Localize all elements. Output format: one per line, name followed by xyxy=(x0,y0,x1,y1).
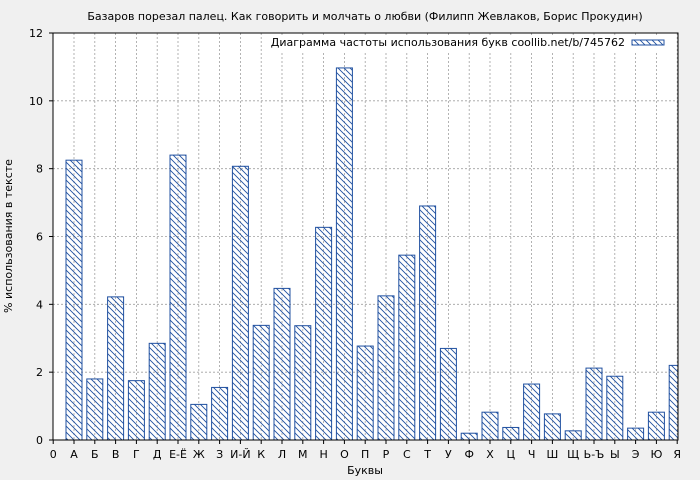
y-tick-label: 12 xyxy=(29,27,43,40)
bar-Ч xyxy=(523,383,541,441)
x-tick-label: С xyxy=(403,448,411,461)
bar-М xyxy=(294,325,312,441)
x-tick-label: Щ xyxy=(567,448,579,461)
x-tick-label: Д xyxy=(153,448,162,461)
bar-В xyxy=(107,296,125,441)
x-tick-label: З xyxy=(216,448,223,461)
y-tick-label: 10 xyxy=(29,95,43,108)
legend-background xyxy=(280,35,676,51)
bar-Ц xyxy=(502,426,520,441)
x-tick-label: Ф xyxy=(464,448,473,461)
x-tick-label: Е-Ё xyxy=(169,448,187,461)
chart-title: Базаров порезал палец. Как говорить и мо… xyxy=(87,10,642,23)
x-tick-label: Р xyxy=(383,448,390,461)
bar-З xyxy=(211,386,229,441)
bar-Х xyxy=(481,411,499,441)
x-tick-label: Ч xyxy=(528,448,536,461)
bar-Э xyxy=(627,427,645,441)
x-tick-label: Г xyxy=(133,448,140,461)
x-tick-label: Ж xyxy=(193,448,205,461)
bar-А xyxy=(65,159,83,441)
bar-Т xyxy=(419,205,437,441)
bar-П xyxy=(356,345,374,441)
y-tick-label: 2 xyxy=(36,366,43,379)
x-tick-label: К xyxy=(257,448,265,461)
x-tick-label: Ю xyxy=(650,448,662,461)
legend-label: Диаграмма частоты использования букв coo… xyxy=(271,36,625,49)
x-tick-label: О xyxy=(340,448,349,461)
bar-О xyxy=(335,67,353,441)
y-axis-ticks: 0 2 4 6 8 10 12 xyxy=(29,27,53,447)
legend: Диаграмма частоты использования букв coo… xyxy=(271,35,676,51)
bar-Ы xyxy=(606,375,624,441)
x-tick-label: Ь-Ъ xyxy=(584,448,605,461)
x-tick-label: Ц xyxy=(507,448,516,461)
bar-Щ xyxy=(564,430,582,441)
bar-Ж xyxy=(190,403,208,441)
x-tick-label: Т xyxy=(423,448,431,461)
x-axis-ticks: 0 А Б В Г Д Е-Ё Ж З И-Й К Л М Н О П Р С Т У Ф Х Ц Ч Ш Щ Ь-Ъ Ы Э Ю Я xyxy=(50,440,681,461)
y-tick-label: 6 xyxy=(36,231,43,244)
x-tick-label: П xyxy=(361,448,369,461)
y-tick-label: 8 xyxy=(36,163,43,176)
bar-Р xyxy=(377,295,395,441)
x-tick-label: Э xyxy=(632,448,640,461)
x-tick-label: И-Й xyxy=(230,448,250,461)
bar-Л xyxy=(273,287,291,441)
x-tick-label: Ы xyxy=(610,448,620,461)
bar-Ю xyxy=(647,411,665,441)
x-tick-label: Н xyxy=(319,448,327,461)
bar-Б xyxy=(86,378,104,441)
bar-И-Й xyxy=(231,165,249,441)
bar-Д xyxy=(148,342,166,441)
legend-swatch xyxy=(631,39,665,46)
x-tick-label: М xyxy=(298,448,308,461)
x-tick-label: Х xyxy=(486,448,494,461)
x-tick-label: 0 xyxy=(50,448,57,461)
x-tick-label: У xyxy=(445,448,452,461)
bar-Ь-Ъ xyxy=(585,367,603,441)
bar-Ш xyxy=(543,413,561,441)
y-tick-label: 4 xyxy=(36,298,43,311)
y-tick-label: 0 xyxy=(36,434,43,447)
bar-Е-Ё xyxy=(169,154,187,441)
bar-С xyxy=(398,254,416,441)
x-axis-label: Буквы xyxy=(347,464,383,477)
x-tick-label: Л xyxy=(278,448,286,461)
bar-У xyxy=(439,347,457,441)
x-tick-label: Я xyxy=(673,448,681,461)
bar-Г xyxy=(127,380,145,441)
bar-Н xyxy=(315,226,333,441)
bar-Я xyxy=(668,364,679,441)
bar-Ф xyxy=(460,432,478,441)
bar-К xyxy=(252,324,270,441)
y-axis-label: % использования в тексте xyxy=(2,159,15,313)
x-tick-label: Б xyxy=(91,448,99,461)
x-tick-label: А xyxy=(70,448,78,461)
x-tick-label: Ш xyxy=(547,448,559,461)
x-tick-label: В xyxy=(112,448,120,461)
